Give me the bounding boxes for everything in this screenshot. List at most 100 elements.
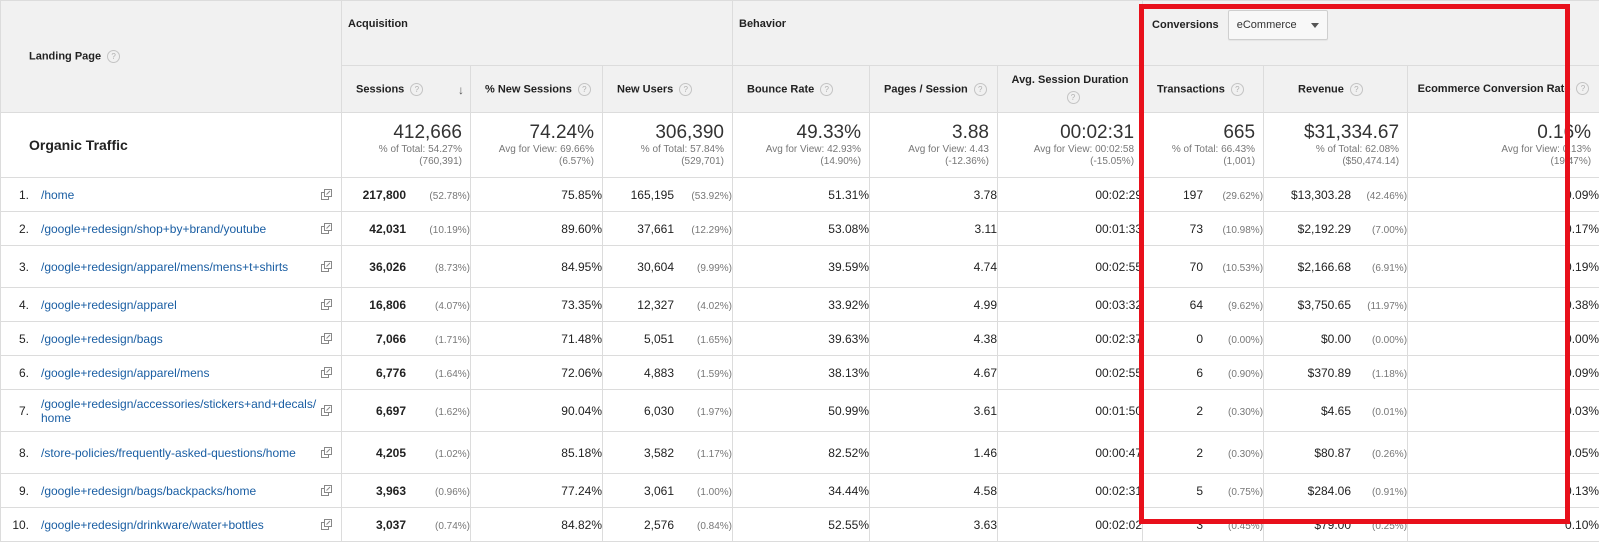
pages-per-session-cell: 3.61 bbox=[870, 390, 998, 432]
new-users-percent: (4.02%) bbox=[674, 301, 732, 312]
revenue-cell: $79.00(0.25%) bbox=[1264, 508, 1408, 542]
landing-page-link[interactable]: /google+redesign/apparel/mens/mens+t+shi… bbox=[41, 260, 341, 274]
new-users-percent: (1.00%) bbox=[674, 487, 732, 498]
open-in-new-icon[interactable] bbox=[321, 299, 332, 310]
landing-page-cell: 1. /home bbox=[1, 178, 342, 212]
sessions-column-header[interactable]: Sessions?↓ bbox=[342, 66, 471, 113]
conversions-select-value: eCommerce bbox=[1237, 19, 1297, 31]
open-in-new-icon[interactable] bbox=[321, 189, 332, 200]
total-value: 665 bbox=[1143, 122, 1255, 144]
sessions-cell: 7,066(1.71%) bbox=[342, 322, 471, 356]
row-index: 5. bbox=[1, 332, 41, 346]
pages-per-session-cell: 3.11 bbox=[870, 212, 998, 246]
sessions-percent: (4.07%) bbox=[406, 301, 470, 312]
new-users-percent: (1.97%) bbox=[674, 407, 732, 418]
help-icon[interactable]: ? bbox=[1231, 83, 1244, 96]
help-icon[interactable]: ? bbox=[410, 83, 423, 96]
pages-per-session-cell: 4.38 bbox=[870, 322, 998, 356]
conversion-rate-cell: 0.19% bbox=[1408, 246, 1599, 288]
total-comparison: (14.90%) bbox=[733, 156, 861, 168]
open-in-new-icon[interactable] bbox=[321, 485, 332, 496]
help-icon[interactable]: ? bbox=[820, 83, 833, 96]
pages-per-session-cell: 1.46 bbox=[870, 432, 998, 474]
transactions-value: 70 bbox=[1190, 260, 1203, 274]
row-index: 4. bbox=[1, 298, 41, 312]
column-label: Revenue bbox=[1298, 83, 1344, 95]
new-sessions-cell: 77.24% bbox=[471, 474, 603, 508]
conversion-rate-cell: 0.09% bbox=[1408, 356, 1599, 390]
landing-page-link[interactable]: /google+redesign/apparel bbox=[41, 298, 341, 312]
revenue-cell: $3,750.65(11.97%) bbox=[1264, 288, 1408, 322]
landing-page-header-label: Landing Page bbox=[29, 50, 101, 62]
transactions-value: 0 bbox=[1196, 332, 1203, 346]
open-in-new-icon[interactable] bbox=[321, 405, 332, 416]
revenue-value: $2,192.29 bbox=[1298, 222, 1351, 236]
help-icon[interactable]: ? bbox=[1576, 82, 1589, 95]
new-users-cell: 37,661(12.29%) bbox=[603, 212, 733, 246]
bounce-rate-column-header[interactable]: Bounce Rate? bbox=[733, 66, 870, 113]
landing-page-link[interactable]: /google+redesign/shop+by+brand/youtube bbox=[41, 222, 341, 236]
landing-page-link[interactable]: /google+redesign/bags/backpacks/home bbox=[41, 484, 341, 498]
landing-page-cell: 6. /google+redesign/apparel/mens bbox=[1, 356, 342, 390]
landing-page-header[interactable]: Landing Page? bbox=[1, 1, 342, 113]
help-icon[interactable]: ? bbox=[107, 50, 120, 63]
revenue-cell: $0.00(0.00%) bbox=[1264, 322, 1408, 356]
ecommerce-conversion-rate-column-header[interactable]: Ecommerce Conversion Rate? bbox=[1408, 66, 1599, 113]
open-in-new-icon[interactable] bbox=[321, 261, 332, 272]
landing-page-link[interactable]: /google+redesign/drinkware/water+bottles bbox=[41, 518, 341, 532]
conversions-type-select[interactable]: eCommerce bbox=[1228, 10, 1328, 40]
transactions-percent: (29.62%) bbox=[1203, 191, 1263, 202]
avg-session-duration-cell: 00:02:55 bbox=[998, 246, 1143, 288]
transactions-value: 73 bbox=[1190, 222, 1203, 236]
new-users-cell: 6,030(1.97%) bbox=[603, 390, 733, 432]
total-value: 306,390 bbox=[603, 122, 724, 144]
row-index: 7. bbox=[1, 404, 41, 418]
open-in-new-icon[interactable] bbox=[321, 223, 332, 234]
help-icon[interactable]: ? bbox=[1350, 83, 1363, 96]
pages-per-session-column-header[interactable]: Pages / Session? bbox=[870, 66, 998, 113]
revenue-percent: (42.46%) bbox=[1351, 191, 1407, 202]
landing-page-link[interactable]: /google+redesign/accessories/stickers+an… bbox=[41, 397, 341, 425]
conversion-rate-cell: 0.09% bbox=[1408, 178, 1599, 212]
landing-page-link[interactable]: /store-policies/frequently-asked-questio… bbox=[41, 446, 341, 460]
revenue-percent: (11.97%) bbox=[1351, 301, 1407, 312]
transactions-value: 197 bbox=[1183, 188, 1203, 202]
revenue-column-header[interactable]: Revenue? bbox=[1264, 66, 1408, 113]
row-index: 9. bbox=[1, 484, 41, 498]
open-in-new-icon[interactable] bbox=[321, 447, 332, 458]
landing-page-link[interactable]: /home bbox=[41, 188, 341, 202]
bounce-rate-cell: 38.13% bbox=[733, 356, 870, 390]
sort-descending-icon[interactable]: ↓ bbox=[458, 83, 464, 97]
help-icon[interactable]: ? bbox=[578, 83, 591, 96]
new-users-percent: (9.99%) bbox=[674, 263, 732, 274]
open-in-new-icon[interactable] bbox=[321, 333, 332, 344]
sessions-value: 16,806 bbox=[369, 298, 406, 312]
sessions-cell: 36,026(8.73%) bbox=[342, 246, 471, 288]
new-users-column-header[interactable]: New Users? bbox=[603, 66, 733, 113]
new-sessions-column-header[interactable]: % New Sessions? bbox=[471, 66, 603, 113]
new-users-value: 3,061 bbox=[644, 484, 674, 498]
open-in-new-icon[interactable] bbox=[321, 519, 332, 530]
landing-page-link[interactable]: /google+redesign/apparel/mens bbox=[41, 366, 341, 380]
conversion-rate-cell: 0.10% bbox=[1408, 508, 1599, 542]
pages-per-session-cell: 3.63 bbox=[870, 508, 998, 542]
sessions-percent: (1.64%) bbox=[406, 369, 470, 380]
total-value: 0.16% bbox=[1408, 122, 1591, 144]
totals-new-sessions: 74.24%Avg for View: 69.66%(6.57%) bbox=[471, 113, 603, 178]
open-in-new-icon[interactable] bbox=[321, 367, 332, 378]
transactions-value: 64 bbox=[1190, 298, 1203, 312]
help-icon[interactable]: ? bbox=[1067, 91, 1080, 104]
column-label: Ecommerce Conversion Rate bbox=[1418, 83, 1571, 95]
sessions-value: 6,697 bbox=[376, 404, 406, 418]
new-users-value: 165,195 bbox=[631, 188, 674, 202]
help-icon[interactable]: ? bbox=[974, 83, 987, 96]
avg-session-duration-column-header[interactable]: Avg. Session Duration? bbox=[998, 66, 1143, 113]
conversions-label: Conversions bbox=[1152, 19, 1219, 31]
help-icon[interactable]: ? bbox=[679, 83, 692, 96]
sessions-cell: 3,037(0.74%) bbox=[342, 508, 471, 542]
new-sessions-cell: 75.85% bbox=[471, 178, 603, 212]
landing-page-link[interactable]: /google+redesign/bags bbox=[41, 332, 341, 346]
transactions-column-header[interactable]: Transactions? bbox=[1143, 66, 1264, 113]
column-label: Pages / Session bbox=[884, 83, 968, 95]
